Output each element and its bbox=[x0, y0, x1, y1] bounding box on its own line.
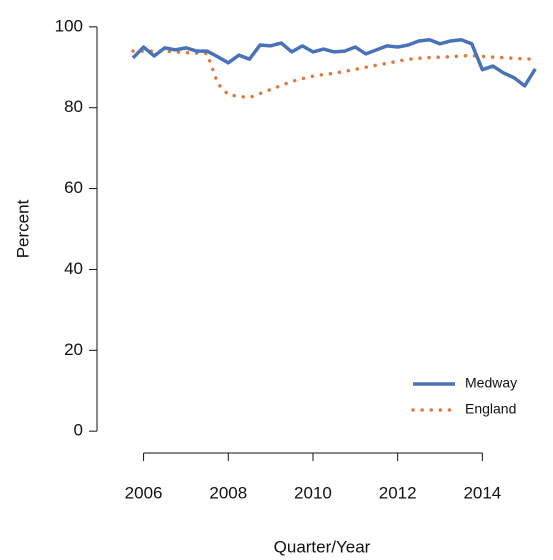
line-series bbox=[131, 38, 537, 88]
legend-label: Medway bbox=[465, 375, 517, 391]
line-series bbox=[131, 49, 538, 100]
y-tick-label: 40 bbox=[64, 259, 83, 278]
y-tick-label: 0 bbox=[74, 421, 83, 440]
y-tick-label: 60 bbox=[64, 178, 83, 197]
x-tick-label: 2008 bbox=[209, 483, 247, 502]
x-tick-label: 2010 bbox=[294, 483, 332, 502]
x-tick-label: 2006 bbox=[125, 483, 163, 502]
x-axis-label: Quarter/Year bbox=[274, 537, 371, 556]
y-tick-label: 20 bbox=[64, 340, 83, 359]
x-tick-label: 2014 bbox=[463, 483, 501, 502]
y-tick-label: 80 bbox=[64, 97, 83, 116]
legend-label: England bbox=[465, 401, 516, 417]
y-tick-label: 100 bbox=[55, 16, 83, 35]
y-axis-label: Percent bbox=[13, 199, 32, 258]
x-tick-label: 2012 bbox=[379, 483, 417, 502]
